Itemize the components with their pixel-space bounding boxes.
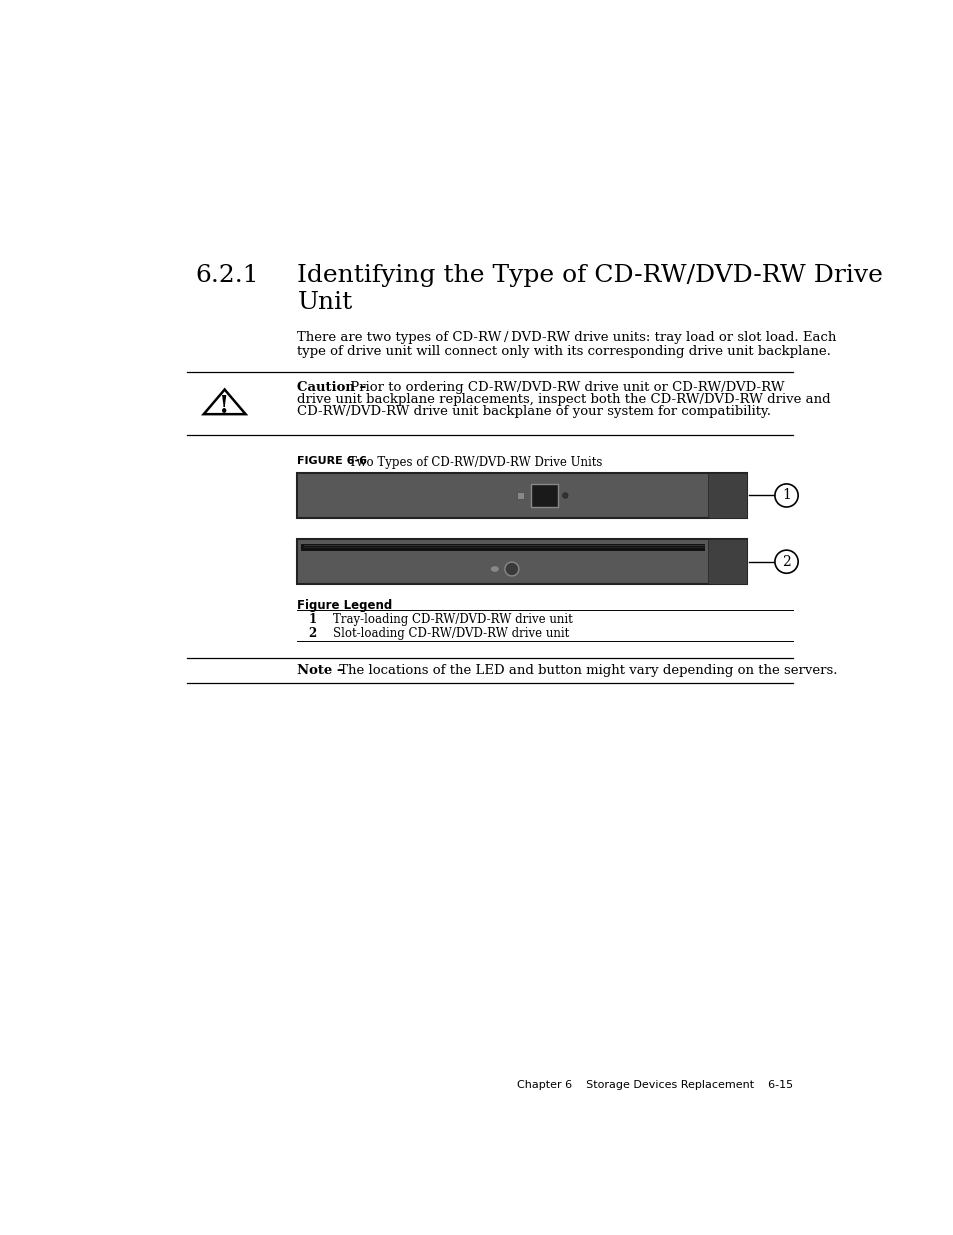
- Text: !: !: [219, 394, 230, 419]
- Bar: [300, 543, 704, 551]
- Text: type of drive unit will connect only with its corresponding drive unit backplane: type of drive unit will connect only wit…: [297, 345, 830, 358]
- Circle shape: [774, 550, 798, 573]
- Text: CD-RW/DVD-RW drive unit backplane of your system for compatibility.: CD-RW/DVD-RW drive unit backplane of you…: [297, 405, 771, 419]
- Text: Prior to ordering CD-RW/DVD-RW drive unit or CD-RW/DVD-RW: Prior to ordering CD-RW/DVD-RW drive uni…: [346, 380, 784, 394]
- Bar: [297, 540, 746, 584]
- Text: drive unit backplane replacements, inspect both the CD-RW/DVD-RW drive and: drive unit backplane replacements, inspe…: [297, 393, 830, 406]
- Text: FIGURE 6-6: FIGURE 6-6: [297, 456, 367, 466]
- Text: Chapter 6    Storage Devices Replacement    6-15: Chapter 6 Storage Devices Replacement 6-…: [517, 1079, 793, 1091]
- Text: 6.2.1: 6.2.1: [195, 264, 258, 287]
- Bar: [531, 484, 557, 508]
- Text: 2: 2: [308, 627, 316, 640]
- Text: Identifying the Type of CD-RW/DVD-RW Drive: Identifying the Type of CD-RW/DVD-RW Dri…: [297, 264, 882, 287]
- Ellipse shape: [490, 566, 499, 573]
- Bar: [707, 540, 746, 584]
- Bar: [517, 492, 524, 499]
- Text: Tray-loading CD-RW/DVD-RW drive unit: Tray-loading CD-RW/DVD-RW drive unit: [333, 614, 573, 626]
- Text: 1: 1: [308, 614, 316, 626]
- Text: 1: 1: [781, 489, 790, 503]
- Ellipse shape: [504, 562, 518, 576]
- Text: 2: 2: [781, 555, 790, 568]
- Text: Caution –: Caution –: [297, 380, 366, 394]
- Circle shape: [774, 484, 798, 508]
- Text: The locations of the LED and button might vary depending on the servers.: The locations of the LED and button migh…: [335, 664, 837, 677]
- Bar: [707, 473, 746, 517]
- Text: Two Types of CD-RW/DVD-RW Drive Units: Two Types of CD-RW/DVD-RW Drive Units: [348, 456, 601, 469]
- Text: Unit: Unit: [297, 291, 353, 315]
- Bar: [297, 473, 746, 517]
- Text: Note –: Note –: [297, 664, 344, 677]
- Circle shape: [562, 493, 567, 498]
- Text: Slot-loading CD-RW/DVD-RW drive unit: Slot-loading CD-RW/DVD-RW drive unit: [333, 627, 569, 640]
- Text: Figure Legend: Figure Legend: [297, 599, 393, 613]
- Text: There are two types of CD-RW / DVD-RW drive units: tray load or slot load. Each: There are two types of CD-RW / DVD-RW dr…: [297, 331, 836, 345]
